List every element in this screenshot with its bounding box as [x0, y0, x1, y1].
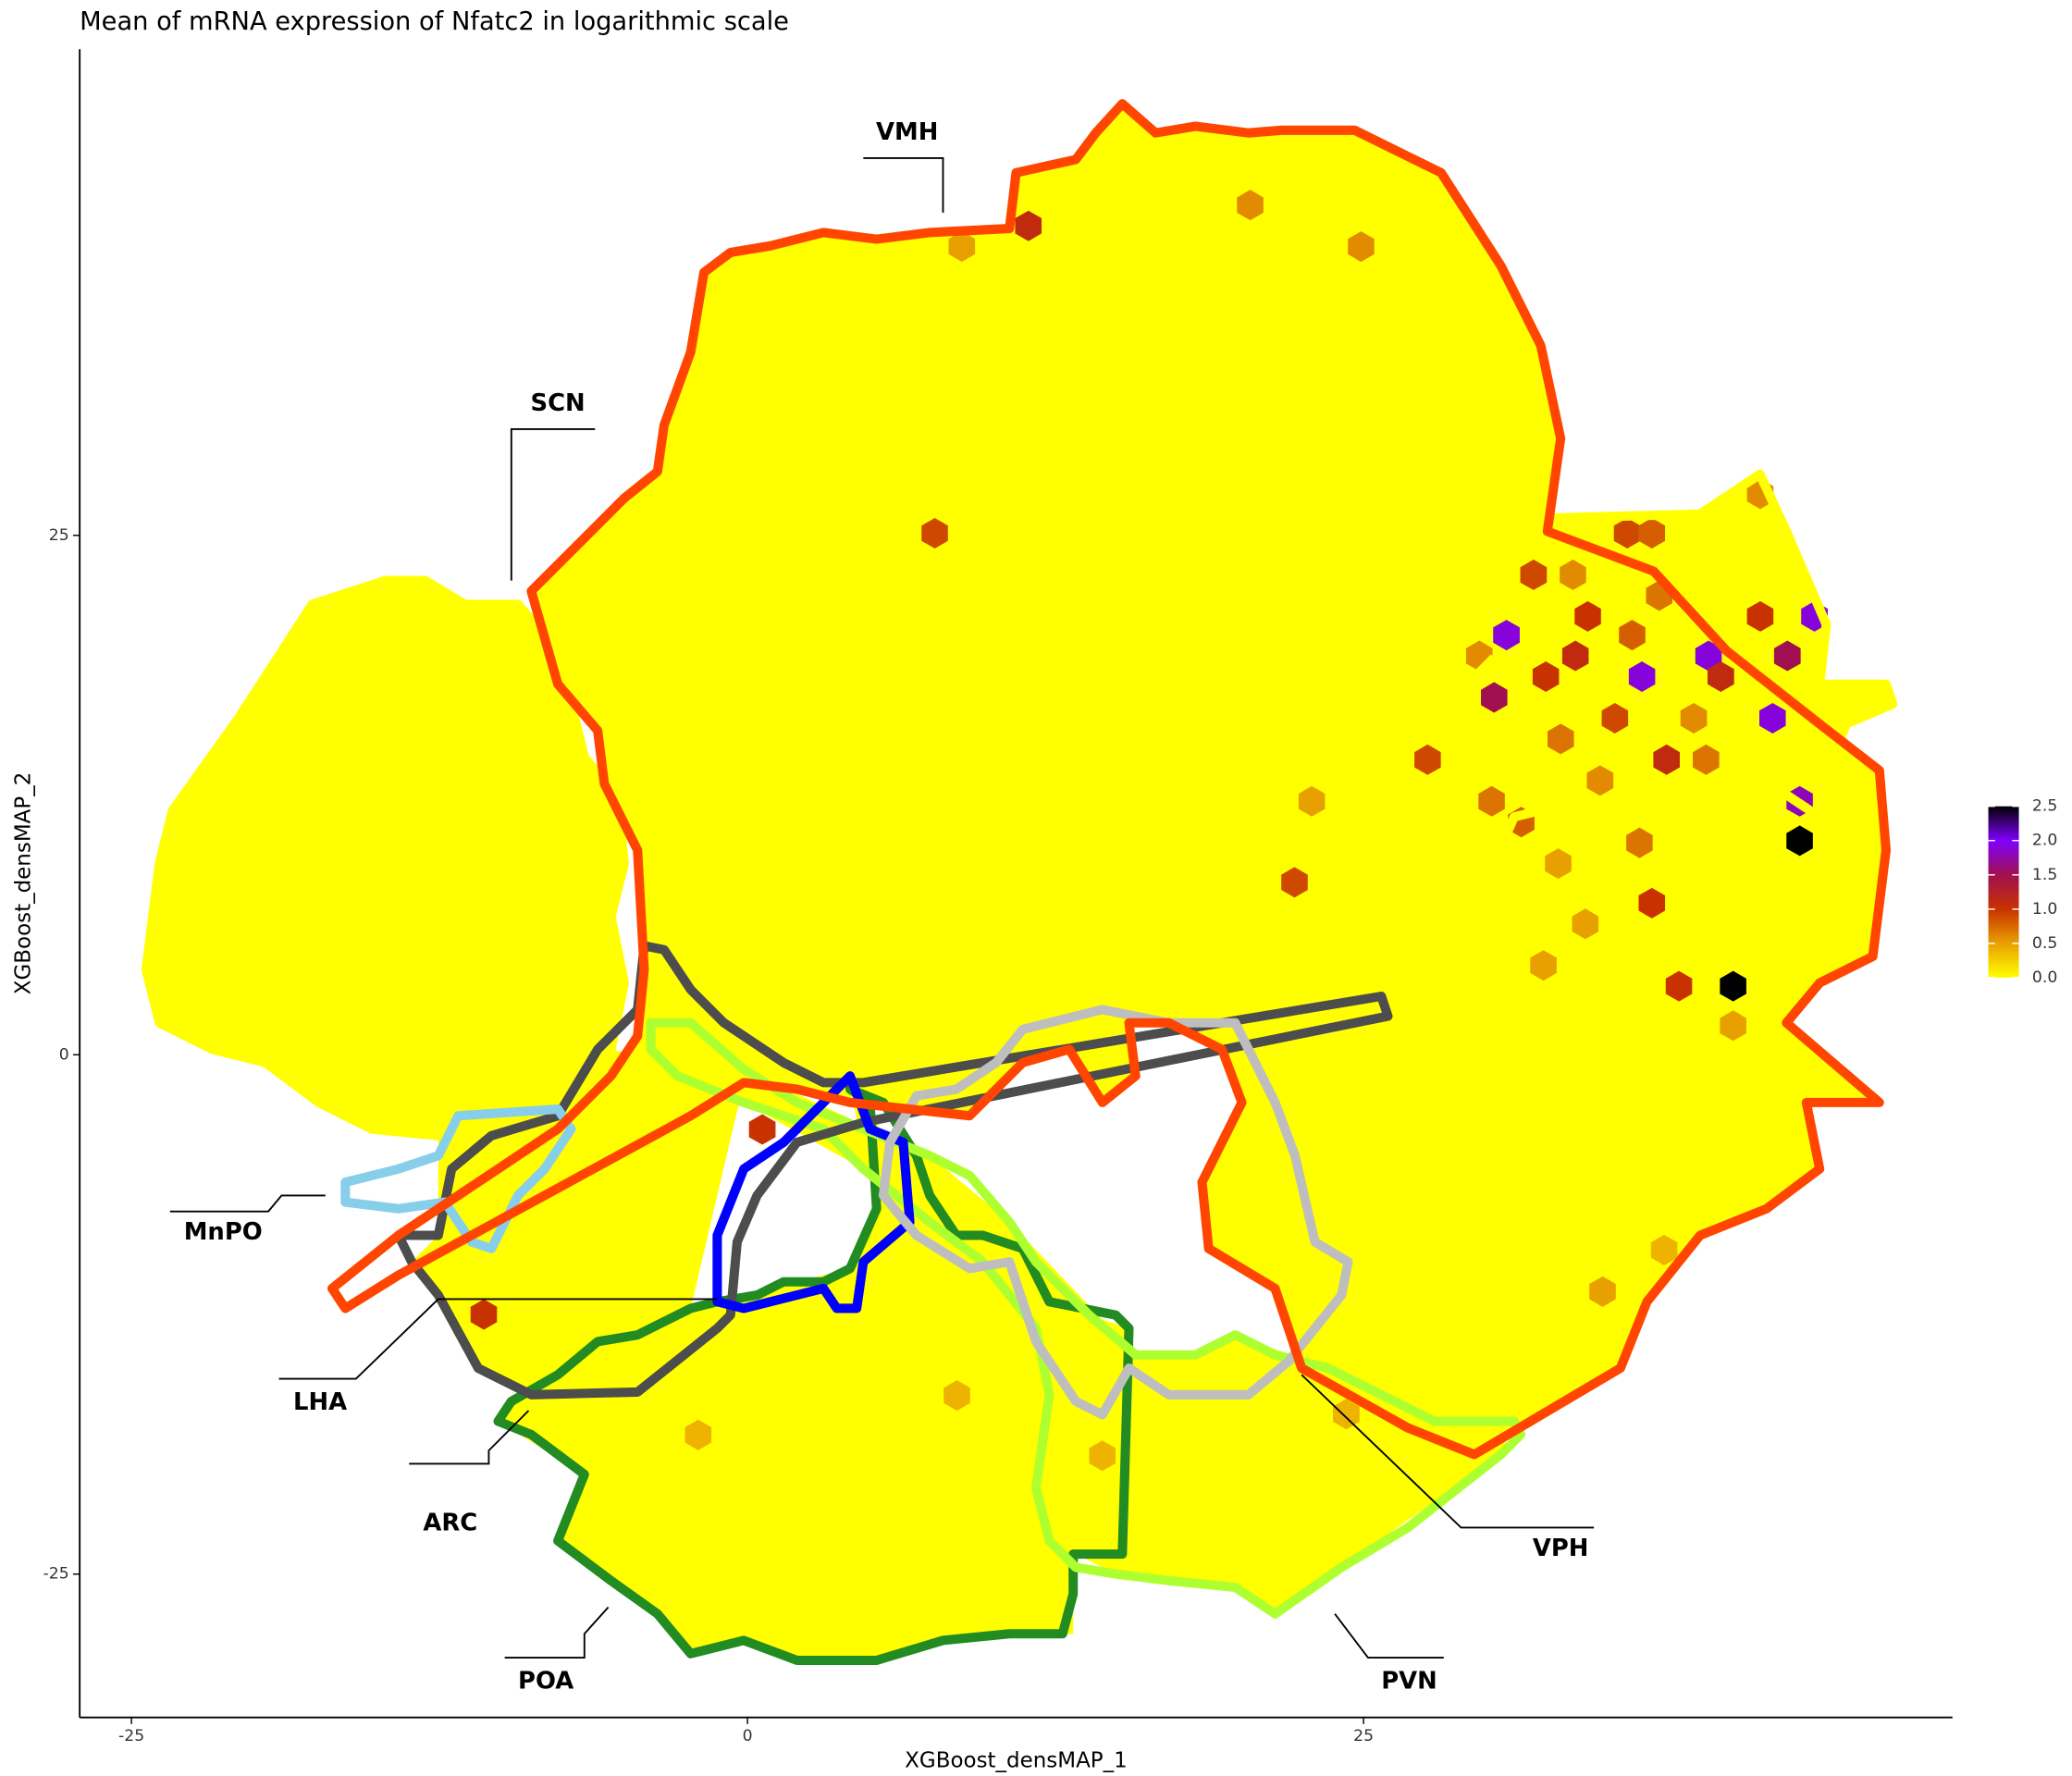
hex — [944, 1380, 970, 1412]
colorbar-label: 2.5 — [2032, 797, 2057, 816]
leader-line — [863, 157, 944, 213]
contour-vph — [878, 1005, 1353, 1420]
hex — [1628, 661, 1656, 693]
hex — [1574, 600, 1601, 632]
hex — [1693, 744, 1720, 775]
hex — [1720, 970, 1746, 1002]
hex — [1481, 682, 1508, 713]
contour-scn — [141, 575, 629, 1141]
hex — [1773, 640, 1801, 672]
hex-layer — [470, 190, 1828, 1472]
y-tick-label: -25 — [43, 1565, 69, 1584]
hex — [1560, 559, 1586, 590]
hex — [1653, 744, 1680, 775]
leader-line — [1301, 1374, 1595, 1529]
hex — [1589, 1276, 1616, 1307]
hex — [1545, 848, 1572, 880]
region-label: SCN — [530, 389, 585, 417]
leader-line — [510, 427, 596, 581]
y-axis-label: XGBoost_densMAP_2 — [11, 772, 35, 995]
hex — [1530, 950, 1557, 981]
hex — [1547, 723, 1574, 755]
region-label: LHA — [293, 1388, 347, 1416]
colorbar-label: 1.0 — [2032, 900, 2057, 919]
region-label: VPH — [1533, 1535, 1589, 1562]
hex — [1520, 559, 1548, 590]
chart-title: Mean of mRNA expression of Nfatc2 in log… — [80, 7, 789, 36]
leader-line — [504, 1606, 610, 1659]
hex — [1638, 517, 1666, 549]
hex — [1665, 970, 1693, 1002]
colorbar-label: 0.0 — [2032, 968, 2057, 987]
hex — [1695, 640, 1722, 672]
region-label: ARC — [423, 1510, 477, 1537]
colorbar-label: 2.0 — [2032, 832, 2057, 850]
hex — [1572, 908, 1599, 940]
contour-arc — [712, 1071, 915, 1314]
hex — [1758, 702, 1786, 734]
hex — [948, 231, 976, 263]
contour-poa — [493, 1084, 1134, 1665]
x-tick-label: -25 — [118, 1727, 144, 1745]
hex — [1619, 620, 1646, 651]
data-region — [145, 104, 1893, 1660]
hex — [1626, 827, 1653, 858]
leader-line — [1334, 1613, 1444, 1659]
contour-right — [1443, 469, 1898, 882]
hex — [1638, 887, 1666, 919]
hex — [1281, 867, 1308, 898]
leader-line — [278, 1298, 718, 1380]
y-tick-label: 0 — [59, 1045, 69, 1064]
colorbar-label: 1.5 — [2032, 866, 2057, 884]
hex — [1237, 190, 1264, 221]
colorbar — [1988, 806, 2019, 978]
hex — [1493, 620, 1520, 651]
region-contours — [141, 99, 1898, 1665]
hex — [1333, 1399, 1360, 1430]
leader-line — [409, 1410, 530, 1465]
contour-vmh — [327, 99, 1891, 1460]
hex — [1720, 1010, 1746, 1042]
region-label: VMH — [876, 118, 938, 146]
contour-lha — [393, 941, 1393, 1400]
region-label: MnPO — [184, 1218, 263, 1246]
hex — [1015, 210, 1042, 241]
region-label: PVN — [1381, 1667, 1437, 1695]
hex — [1680, 702, 1708, 734]
hex — [1414, 744, 1441, 775]
x-tick-label: 0 — [743, 1727, 753, 1745]
region-label: POA — [518, 1667, 574, 1695]
contour-pvn — [646, 1018, 1526, 1619]
y-tick-label: 25 — [49, 526, 69, 545]
hex — [1650, 1234, 1678, 1265]
contour-mnpo — [340, 1104, 576, 1253]
hex — [1089, 1440, 1116, 1472]
leader-line — [169, 1194, 326, 1213]
hex — [1532, 661, 1560, 693]
colorbar-label: 0.5 — [2032, 934, 2057, 953]
hex — [1707, 661, 1734, 693]
hex — [1298, 785, 1326, 817]
region-labels: VMH SCN MnPO LHA ARC POA PVN VPH — [169, 118, 1595, 1695]
x-tick-label: 25 — [1353, 1727, 1374, 1745]
hex — [1613, 517, 1641, 549]
x-axis-label: XGBoost_densMAP_1 — [905, 1749, 1128, 1773]
hex — [684, 1419, 712, 1450]
hex — [470, 1299, 498, 1330]
hex — [1786, 825, 1813, 857]
hex — [1348, 231, 1375, 263]
hex — [1561, 640, 1589, 672]
hex — [1478, 785, 1505, 817]
hex — [1601, 702, 1629, 734]
hex — [921, 517, 948, 549]
hex — [1586, 765, 1614, 796]
hex — [748, 1114, 776, 1145]
hex — [1746, 600, 1774, 632]
